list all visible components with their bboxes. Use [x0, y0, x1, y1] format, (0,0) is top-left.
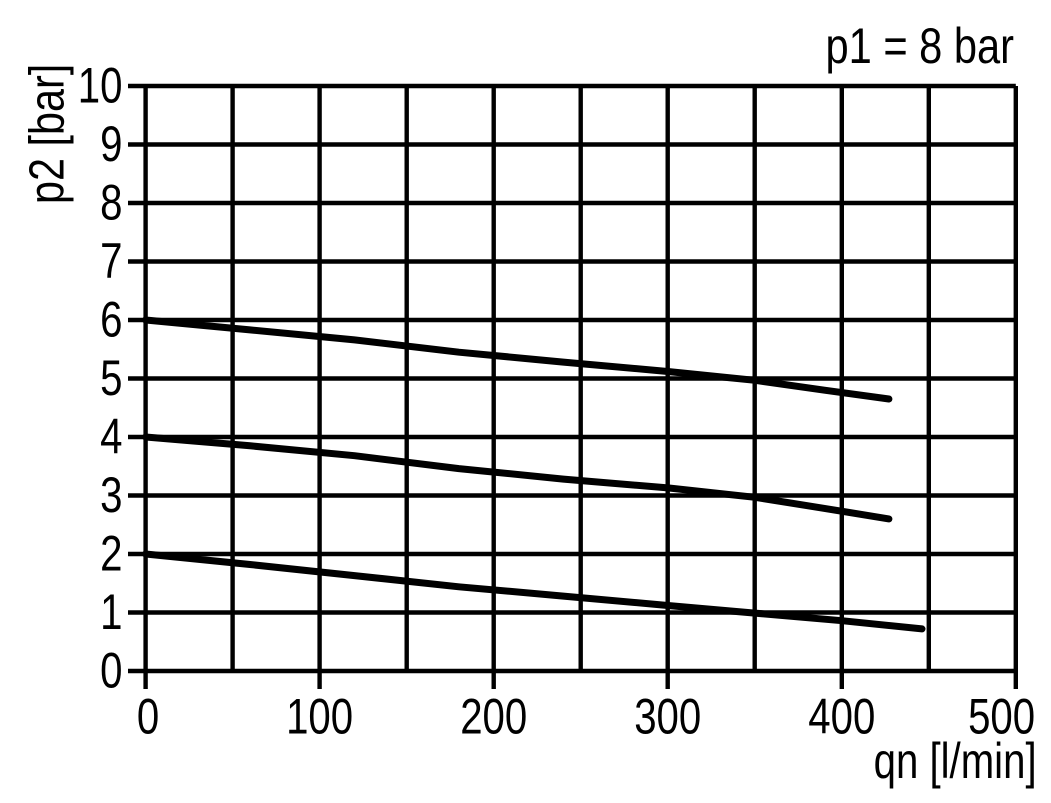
- svg-text:100: 100: [286, 689, 353, 745]
- svg-text:300: 300: [634, 689, 701, 745]
- svg-text:0: 0: [100, 642, 122, 698]
- svg-text:qn [l/min]: qn [l/min]: [874, 733, 1037, 789]
- svg-text:0: 0: [137, 689, 159, 745]
- svg-text:3: 3: [100, 467, 122, 523]
- svg-text:2: 2: [100, 525, 122, 581]
- svg-text:500: 500: [968, 689, 1035, 745]
- svg-text:8: 8: [100, 174, 122, 230]
- svg-text:400: 400: [808, 689, 875, 745]
- svg-text:p1 = 8 bar: p1 = 8 bar: [825, 19, 1014, 74]
- svg-text:4: 4: [100, 408, 122, 464]
- svg-text:7: 7: [100, 233, 122, 289]
- svg-text:5: 5: [100, 350, 122, 406]
- svg-text:6: 6: [100, 291, 122, 347]
- svg-text:1: 1: [100, 584, 122, 640]
- svg-text:p2 [bar]: p2 [bar]: [19, 64, 74, 204]
- svg-text:9: 9: [100, 116, 122, 172]
- svg-text:10: 10: [78, 57, 123, 113]
- svg-text:200: 200: [460, 689, 527, 745]
